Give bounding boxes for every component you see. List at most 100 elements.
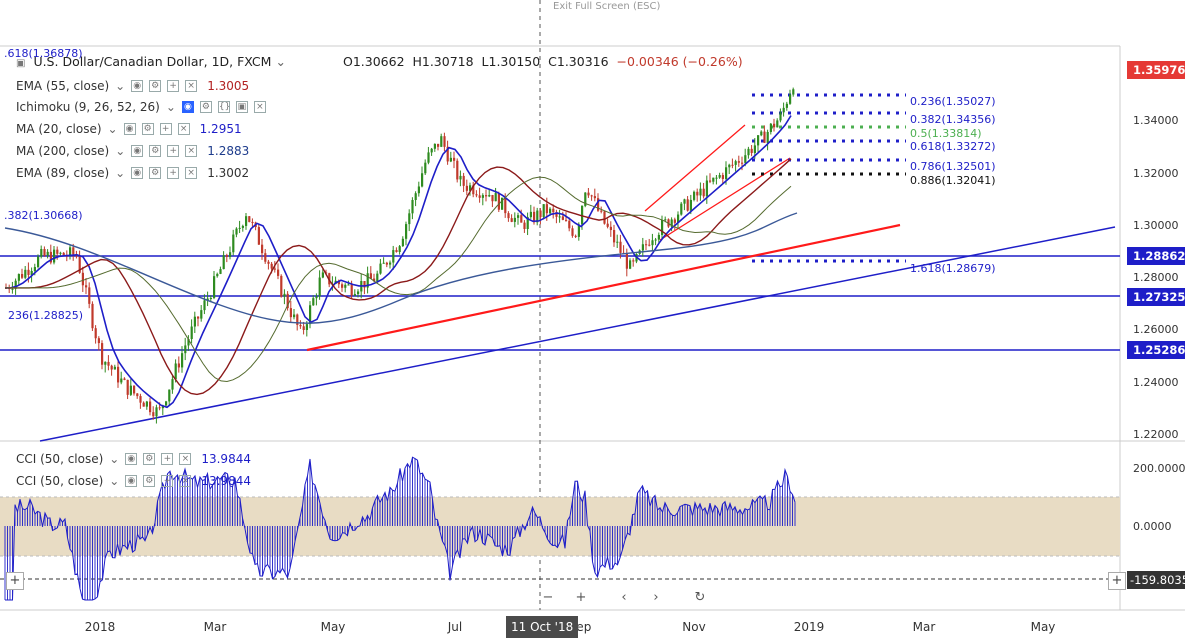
visibility-icon[interactable]: ◉	[131, 145, 144, 157]
candle-body	[62, 252, 65, 256]
more-icon[interactable]: +	[161, 475, 174, 487]
candle-body	[417, 186, 420, 194]
candle-body	[533, 211, 536, 223]
indicator-ma-20[interactable]: MA (20, close) ⌄ ◉ ⚙ + × 1.2951	[16, 119, 242, 139]
visibility-icon[interactable]: ◉	[125, 475, 138, 487]
trendline-blue	[39, 226, 1116, 442]
zoom-out-button[interactable]: −	[542, 590, 554, 605]
candle-body	[747, 148, 750, 156]
close-icon[interactable]: ×	[185, 167, 198, 179]
settings-icon[interactable]: ⚙	[149, 80, 162, 92]
visibility-icon[interactable]: ◉	[131, 80, 144, 92]
indicator-ichimoku[interactable]: Ichimoku (9, 26, 52, 26) ⌄ ◉ ⚙ {} ▣ ×	[16, 97, 266, 117]
candle-body	[123, 378, 126, 380]
candle-body	[485, 195, 488, 197]
candle-body	[267, 261, 270, 264]
chevron-down-icon[interactable]: ⌄	[275, 54, 286, 69]
more-icon[interactable]: +	[161, 453, 174, 465]
scroll-left-button[interactable]: ‹	[621, 590, 627, 605]
candle-body	[494, 193, 497, 202]
settings-icon[interactable]: ⚙	[143, 475, 156, 487]
candle-body	[411, 200, 414, 214]
visibility-icon[interactable]: ◉	[131, 167, 144, 179]
collapse-legend-icon[interactable]: ▣	[16, 58, 26, 69]
candle-body	[145, 401, 148, 407]
close-icon[interactable]: ×	[179, 475, 192, 487]
exit-full-screen-hint[interactable]: Exit Full Screen (ESC)	[553, 1, 661, 12]
candle-body	[552, 208, 555, 213]
candle-body	[619, 241, 622, 253]
indicator-cci-2[interactable]: CCI (50, close) ⌄ ◉ ⚙ + × 13.9844	[16, 471, 251, 491]
visibility-icon[interactable]: ◉	[125, 453, 138, 465]
candle-body	[11, 288, 14, 290]
ohlc-change: −0.00346 (−0.26%)	[616, 54, 743, 69]
chevron-down-icon[interactable]: ⌄	[115, 166, 126, 180]
close-icon[interactable]: ×	[185, 80, 198, 92]
more-icon[interactable]: +	[167, 167, 180, 179]
visibility-icon[interactable]: ◉	[181, 101, 194, 113]
ema-55-line	[5, 158, 792, 396]
visibility-icon[interactable]: ◉	[123, 123, 136, 135]
more-icon[interactable]: {}	[217, 101, 231, 113]
hide-icon[interactable]: ▣	[235, 101, 248, 113]
indicator-cci-1[interactable]: CCI (50, close) ⌄ ◉ ⚙ + × 13.9844	[16, 449, 251, 469]
settings-icon[interactable]: ⚙	[149, 145, 162, 157]
more-icon[interactable]: +	[159, 123, 172, 135]
candle-body	[389, 262, 392, 265]
candle-body	[526, 217, 529, 229]
chevron-down-icon[interactable]: ⌄	[165, 100, 176, 114]
candle-body	[129, 385, 132, 395]
indicator-value: 13.9844	[201, 452, 251, 466]
scroll-right-button[interactable]: ›	[653, 590, 659, 605]
settings-icon[interactable]: ⚙	[149, 167, 162, 179]
candle-body	[350, 284, 353, 296]
candle-body	[792, 89, 795, 95]
chevron-down-icon[interactable]: ⌄	[109, 452, 120, 466]
candle-body	[488, 195, 491, 197]
candle-body	[517, 215, 520, 218]
candle-body	[49, 251, 52, 263]
candle-body	[296, 314, 299, 325]
settings-icon[interactable]: ⚙	[199, 101, 212, 113]
close-icon[interactable]: ×	[185, 145, 198, 157]
candle-body	[206, 298, 209, 301]
indicator-ma-200[interactable]: MA (200, close) ⌄ ◉ ⚙ + × 1.2883	[16, 141, 249, 161]
reset-chart-button[interactable]: ↻	[694, 590, 706, 605]
settings-icon[interactable]: ⚙	[143, 453, 156, 465]
chevron-down-icon[interactable]: ⌄	[115, 79, 126, 93]
time-tick: Mar	[203, 620, 227, 634]
chevron-down-icon[interactable]: ⌄	[107, 122, 118, 136]
time-tick: Jul	[447, 620, 463, 634]
indicator-ema-89[interactable]: EMA (89, close) ⌄ ◉ ⚙ + × 1.3002	[16, 163, 249, 183]
candle-body	[472, 185, 475, 195]
channel-red-lower	[659, 157, 791, 241]
chevron-down-icon[interactable]: ⌄	[109, 474, 120, 488]
candle-body	[565, 219, 568, 221]
add-plus-icon[interactable]: +	[6, 572, 24, 590]
candle-body	[149, 401, 152, 413]
more-icon[interactable]: +	[167, 80, 180, 92]
chevron-down-icon[interactable]: ⌄	[115, 144, 126, 158]
candle-body	[414, 193, 417, 201]
candle-body	[600, 210, 603, 212]
ma-200-line	[4, 212, 798, 324]
more-icon[interactable]: +	[167, 145, 180, 157]
candle-body	[85, 285, 88, 288]
candle-body	[686, 199, 689, 211]
ohlc-low: L1.30150	[481, 54, 541, 69]
candle-body	[590, 195, 593, 197]
candle-body	[200, 310, 203, 319]
candle-body	[341, 284, 344, 288]
settings-icon[interactable]: ⚙	[141, 123, 154, 135]
close-icon[interactable]: ×	[253, 101, 266, 113]
candle-body	[629, 260, 632, 269]
candle-body	[203, 300, 206, 311]
time-tick: 2018	[84, 620, 116, 634]
close-icon[interactable]: ×	[179, 453, 192, 465]
add-plus-icon[interactable]: +	[1108, 572, 1126, 590]
close-icon[interactable]: ×	[177, 123, 190, 135]
indicator-ema-55[interactable]: EMA (55, close) ⌄ ◉ ⚙ + × 1.3005	[16, 76, 249, 96]
zoom-in-button[interactable]: +	[575, 590, 587, 605]
symbol-title[interactable]: ▣ U.S. Dollar/Canadian Dollar, 1D, FXCM …	[16, 53, 286, 71]
